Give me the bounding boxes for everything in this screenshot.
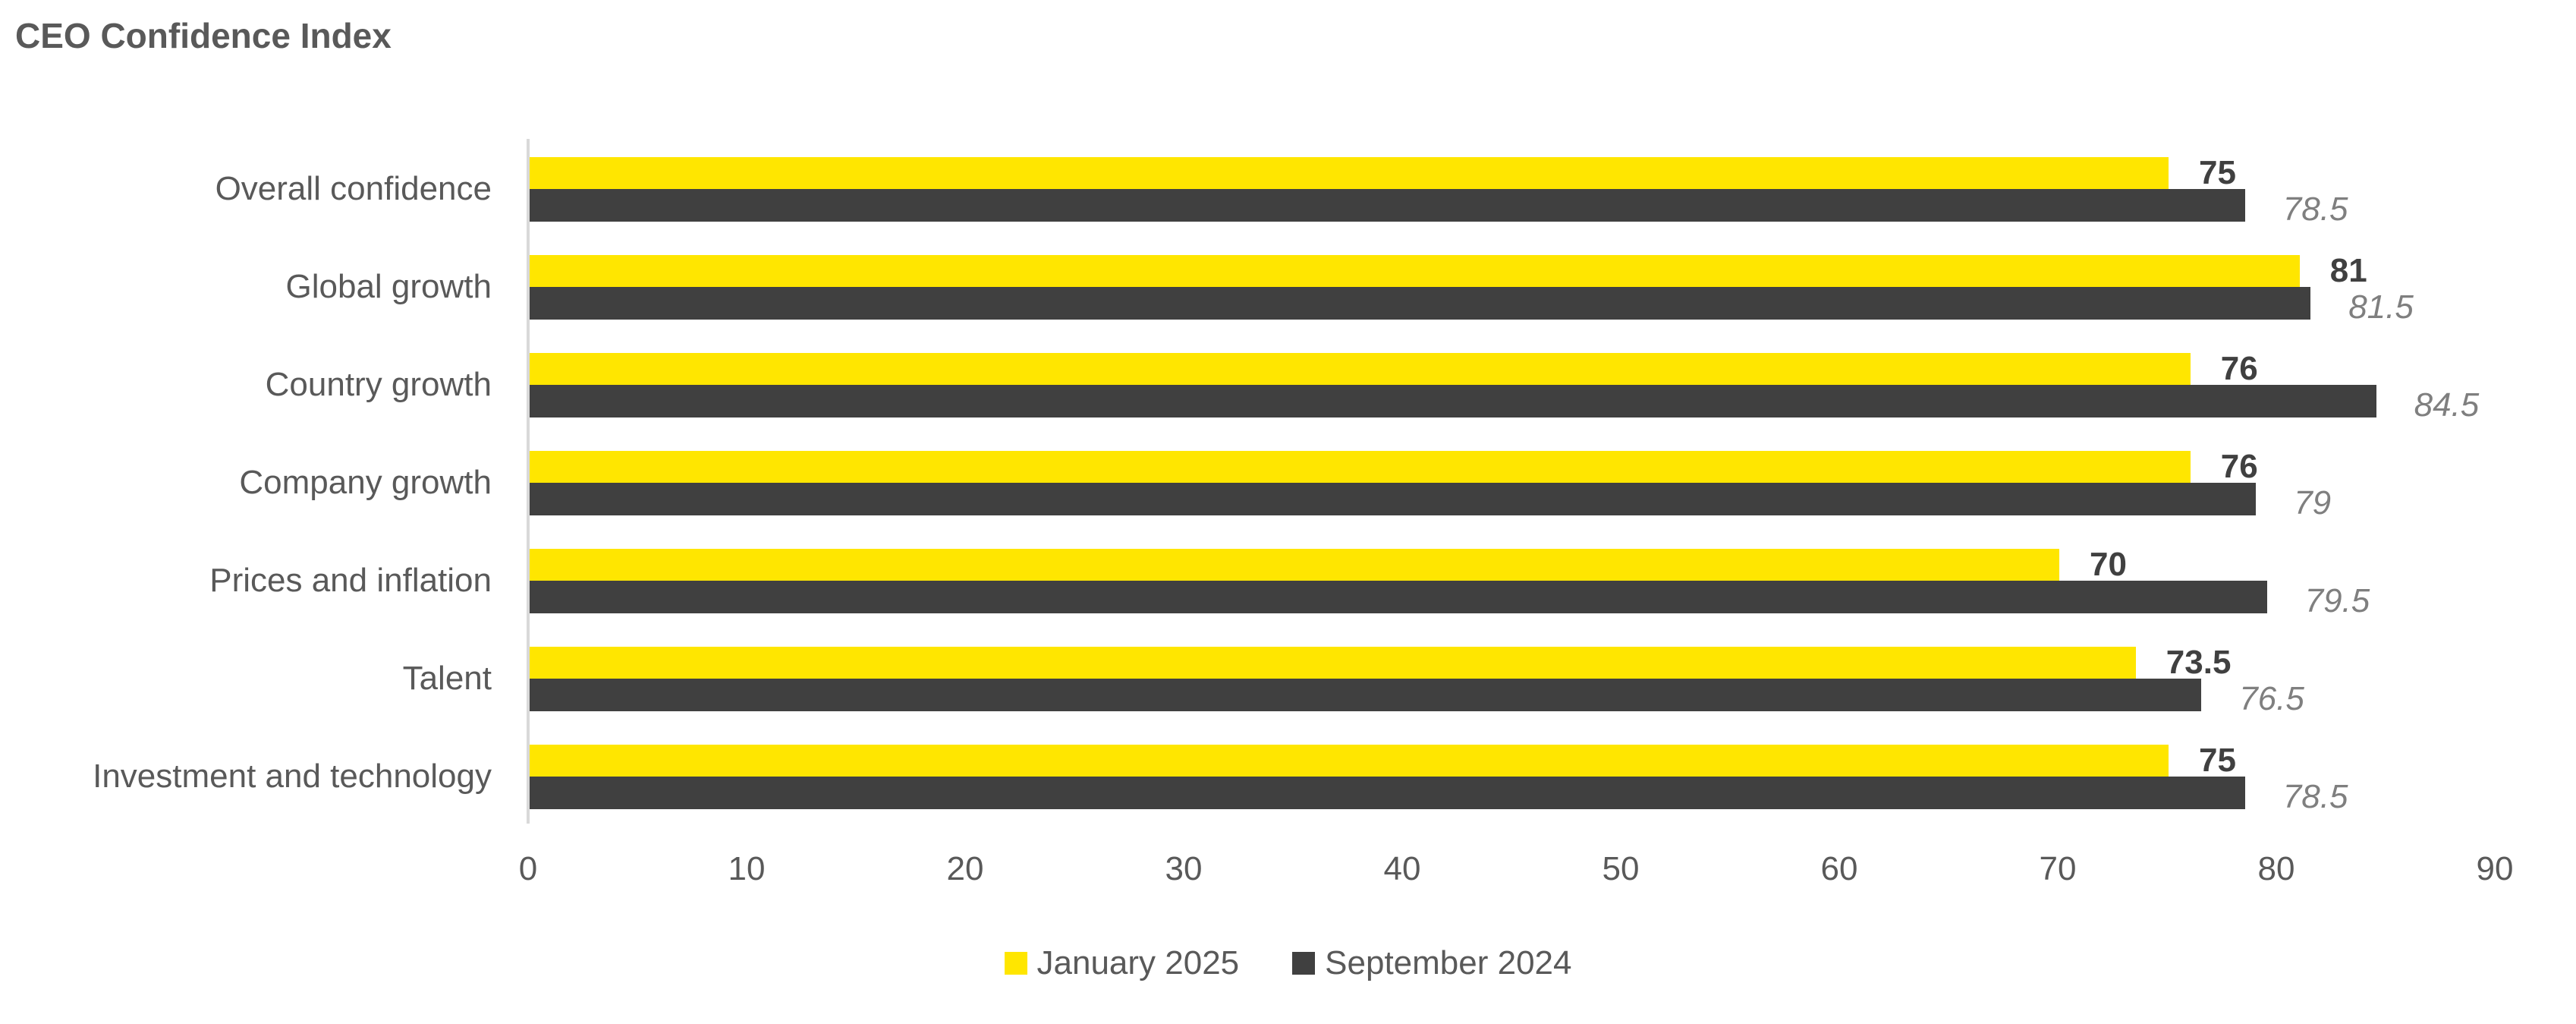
x-axis-tick-label: 50 bbox=[1602, 850, 1640, 887]
category-label: Overall confidence bbox=[215, 170, 492, 207]
bar-september-2024 bbox=[530, 287, 2311, 320]
bar-january-2025 bbox=[530, 353, 2191, 385]
x-axis-tick-label: 20 bbox=[946, 850, 984, 887]
value-label-january: 81 bbox=[2329, 252, 2367, 289]
value-label-september: 84.5 bbox=[2414, 386, 2480, 424]
y-axis-line bbox=[527, 139, 530, 824]
bar-january-2025 bbox=[530, 647, 2136, 679]
x-axis-tick-label: 60 bbox=[1820, 850, 1858, 887]
value-label-september: 76.5 bbox=[2239, 680, 2304, 717]
legend-item-january-2025: January 2025 bbox=[1004, 944, 1240, 982]
category-label: Global growth bbox=[285, 268, 492, 305]
x-axis-tick-label: 90 bbox=[2476, 850, 2514, 887]
value-label-january: 76 bbox=[2220, 448, 2258, 485]
legend-item-september-2024: September 2024 bbox=[1292, 944, 1572, 982]
x-axis-tick-label: 30 bbox=[1165, 850, 1203, 887]
legend-swatch-icon bbox=[1004, 952, 1027, 975]
chart-title: CEO Confidence Index bbox=[15, 16, 392, 55]
value-label-january: 75 bbox=[2199, 742, 2236, 779]
value-label-january: 70 bbox=[2090, 546, 2127, 583]
bar-september-2024 bbox=[530, 189, 2245, 222]
legend-label: January 2025 bbox=[1036, 944, 1240, 981]
value-label-january: 73.5 bbox=[2166, 644, 2232, 681]
value-label-september: 78.5 bbox=[2282, 778, 2348, 815]
x-axis-tick-label: 0 bbox=[518, 850, 538, 887]
legend: January 2025 September 2024 bbox=[0, 940, 2576, 987]
value-label-september: 81.5 bbox=[2348, 288, 2414, 326]
bar-january-2025 bbox=[530, 451, 2191, 483]
category-label: Talent bbox=[402, 660, 492, 697]
x-axis-tick-label: 70 bbox=[2039, 850, 2077, 887]
x-axis-tick-label: 80 bbox=[2257, 850, 2295, 887]
legend-label: September 2024 bbox=[1325, 944, 1572, 981]
bar-september-2024 bbox=[530, 777, 2245, 809]
category-label: Investment and technology bbox=[93, 758, 492, 795]
bar-january-2025 bbox=[530, 549, 2059, 581]
x-axis-tick-label: 40 bbox=[1383, 850, 1421, 887]
value-label-september: 79 bbox=[2294, 484, 2332, 521]
value-label-september: 79.5 bbox=[2304, 582, 2370, 619]
value-label-january: 75 bbox=[2199, 154, 2236, 191]
bar-january-2025 bbox=[530, 255, 2300, 287]
bar-september-2024 bbox=[530, 385, 2376, 417]
category-label: Company growth bbox=[239, 464, 492, 501]
x-axis-tick-label: 10 bbox=[728, 850, 766, 887]
value-label-september: 78.5 bbox=[2282, 191, 2348, 228]
value-label-january: 76 bbox=[2220, 350, 2258, 387]
bar-january-2025 bbox=[530, 745, 2169, 777]
bar-september-2024 bbox=[530, 581, 2267, 613]
legend-swatch-icon bbox=[1292, 952, 1316, 975]
bar-september-2024 bbox=[530, 679, 2202, 711]
category-label: Country growth bbox=[265, 366, 492, 403]
bar-september-2024 bbox=[530, 483, 2257, 515]
category-label: Prices and inflation bbox=[209, 562, 492, 599]
bar-january-2025 bbox=[530, 157, 2169, 189]
